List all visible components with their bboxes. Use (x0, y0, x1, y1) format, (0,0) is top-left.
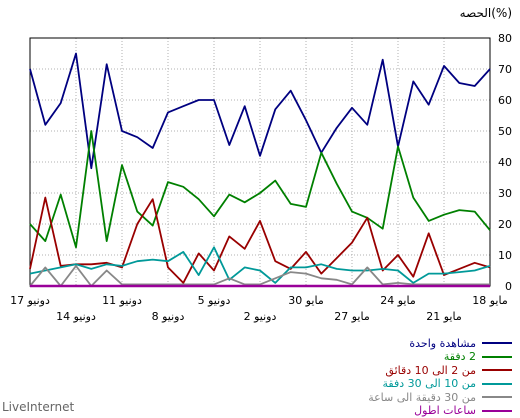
legend-label: مشاهدة واحدة (409, 336, 476, 350)
legend-label: من 2 الى 10 دقائق (385, 363, 476, 377)
legend-label: ساعات اطول (414, 404, 476, 417)
x-tick-label: 27 مايو (334, 310, 370, 323)
y-axis-title: الحصه(%) (460, 6, 512, 20)
series-line-4 (29, 264, 490, 287)
legend-swatch (482, 342, 512, 344)
y-tick-label: 60 (498, 94, 512, 107)
y-tick-label: 30 (498, 187, 512, 200)
y-tick-label: 50 (498, 125, 512, 138)
x-tick-label: 5 دونيو (198, 294, 231, 307)
series-lines (29, 52, 491, 288)
legend-swatch (482, 409, 512, 412)
legend-swatch (482, 382, 512, 385)
series-line-1 (29, 130, 491, 249)
x-tick-label: 30 مايو (288, 294, 324, 307)
legend-item: 2 دفقة (444, 350, 512, 364)
legend-label: 2 دفقة (443, 350, 476, 363)
series-line-2 (29, 196, 491, 284)
x-tick-label: 24 مايو (380, 294, 416, 307)
x-tick-labels: 18 مايو 21 مايو 24 مايو 27 مايو 30 مايو 2 دون… (10, 294, 508, 323)
x-tick-label: 14 دونيو (56, 310, 96, 323)
y-tick-label: 40 (498, 156, 512, 169)
legend-swatch (482, 355, 512, 358)
legend-item: مشاهدة واحدة (409, 336, 512, 350)
legend-item: من 2 الى 10 دقائق (385, 363, 512, 377)
y-tick-label: 0 (505, 280, 512, 293)
x-tick-label: 21 مايو (426, 310, 462, 323)
legend-label: من 30 دقيقة الى ساعة (368, 390, 476, 404)
grid-lines (29, 38, 490, 286)
x-tick-label: 18 مايو (472, 294, 508, 307)
y-tick-labels: 0 10 20 30 40 50 60 70 80 (498, 32, 512, 293)
legend-swatch (482, 369, 512, 371)
legend-item: من 30 دقيقة الى ساعة (368, 390, 512, 404)
brand-footer: LiveInternet (2, 400, 75, 414)
y-tick-label: 80 (498, 32, 512, 45)
y-tick-label: 10 (498, 249, 512, 262)
legend-label: من 10 الى 30 دفقة (382, 377, 476, 390)
legend-swatch (482, 396, 512, 398)
legend-item: من 10 الى 30 دفقة (383, 377, 512, 391)
x-tick-label: 2 دونيو (244, 310, 277, 323)
x-tick-label: 11 دونيو (102, 294, 142, 307)
y-tick-label: 20 (498, 218, 512, 231)
x-tick-label: 17 دونيو (10, 294, 50, 307)
x-tick-label: 8 دونيو (152, 310, 185, 323)
legend-item: ساعات اطول (414, 404, 512, 418)
y-tick-label: 70 (498, 63, 512, 76)
series-line-0 (29, 52, 491, 170)
series-line-3 (29, 246, 491, 284)
